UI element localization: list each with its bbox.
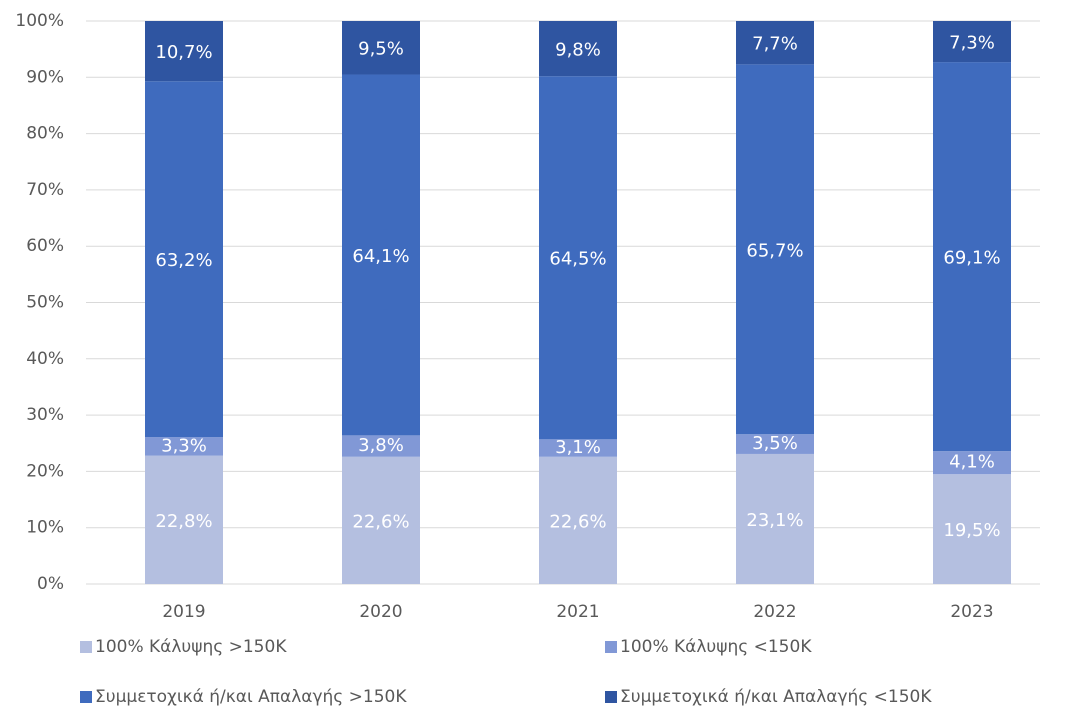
bar-segment bbox=[539, 21, 617, 77]
y-tick-label: 70% bbox=[26, 180, 64, 200]
data-label: 22,6% bbox=[352, 511, 409, 532]
data-label: 23,1% bbox=[746, 510, 803, 531]
x-tick-label: 2020 bbox=[359, 602, 402, 622]
legend-label: Συμμετοχικά ή/και Απαλαγής <150K bbox=[620, 687, 932, 707]
y-tick-label: 40% bbox=[26, 349, 64, 369]
legend-label: 100% Κάλυψης >150K bbox=[95, 637, 287, 657]
x-tick-label: 2023 bbox=[950, 602, 993, 622]
y-tick-label: 60% bbox=[26, 236, 64, 256]
bar-segment bbox=[736, 64, 814, 435]
bar-segment bbox=[342, 456, 420, 584]
y-tick-label: 50% bbox=[26, 293, 64, 313]
data-label: 64,5% bbox=[549, 249, 606, 270]
legend-label: 100% Κάλυψης <150K bbox=[620, 637, 812, 657]
data-label: 22,6% bbox=[549, 511, 606, 532]
data-label: 4,1% bbox=[949, 452, 995, 473]
y-tick-label: 90% bbox=[26, 67, 64, 87]
legend-swatch bbox=[605, 641, 617, 653]
y-tick-label: 0% bbox=[37, 574, 64, 594]
data-label: 3,5% bbox=[752, 433, 798, 454]
data-label: 9,5% bbox=[358, 39, 404, 60]
y-tick-label: 30% bbox=[26, 405, 64, 425]
bar-segment bbox=[933, 21, 1011, 63]
data-label: 69,1% bbox=[943, 248, 1000, 269]
bar-segment bbox=[342, 435, 420, 457]
bar-segment bbox=[933, 474, 1011, 584]
x-tick-label: 2022 bbox=[753, 602, 796, 622]
data-label: 3,1% bbox=[555, 437, 601, 458]
x-tick-label: 2021 bbox=[556, 602, 599, 622]
y-tick-label: 80% bbox=[26, 124, 64, 144]
bar-segment bbox=[342, 74, 420, 436]
data-label: 65,7% bbox=[746, 240, 803, 261]
bar-segment bbox=[145, 437, 223, 456]
bar-segment bbox=[933, 451, 1011, 475]
data-label: 7,3% bbox=[949, 33, 995, 54]
bar-segment bbox=[145, 81, 223, 438]
bar-segment bbox=[539, 76, 617, 440]
bar-segment bbox=[933, 62, 1011, 452]
bar-segment bbox=[736, 434, 814, 454]
data-label: 10,7% bbox=[155, 42, 212, 63]
data-label: 9,8% bbox=[555, 40, 601, 61]
legend-label: Συμμετοχικά ή/και Απαλαγής >150K bbox=[95, 687, 407, 707]
bar-segment bbox=[539, 456, 617, 584]
bar-segment bbox=[145, 21, 223, 82]
y-tick-label: 100% bbox=[15, 11, 64, 31]
bar-segment bbox=[342, 21, 420, 75]
bar-segment bbox=[736, 453, 814, 584]
data-label: 3,3% bbox=[161, 435, 207, 456]
y-tick-label: 20% bbox=[26, 461, 64, 481]
data-label: 22,8% bbox=[155, 511, 212, 532]
data-label: 63,2% bbox=[155, 250, 212, 271]
bar-segment bbox=[145, 455, 223, 584]
data-label: 19,5% bbox=[943, 520, 1000, 541]
x-tick-label: 2019 bbox=[162, 602, 205, 622]
y-tick-label: 10% bbox=[26, 518, 64, 538]
legend-swatch bbox=[80, 641, 92, 653]
bar-segment bbox=[539, 439, 617, 457]
data-label: 3,8% bbox=[358, 435, 404, 456]
legend-swatch bbox=[605, 691, 617, 703]
bar-segment bbox=[736, 21, 814, 65]
legend-swatch bbox=[80, 691, 92, 703]
data-label: 64,1% bbox=[352, 246, 409, 267]
data-label: 7,7% bbox=[752, 34, 798, 55]
